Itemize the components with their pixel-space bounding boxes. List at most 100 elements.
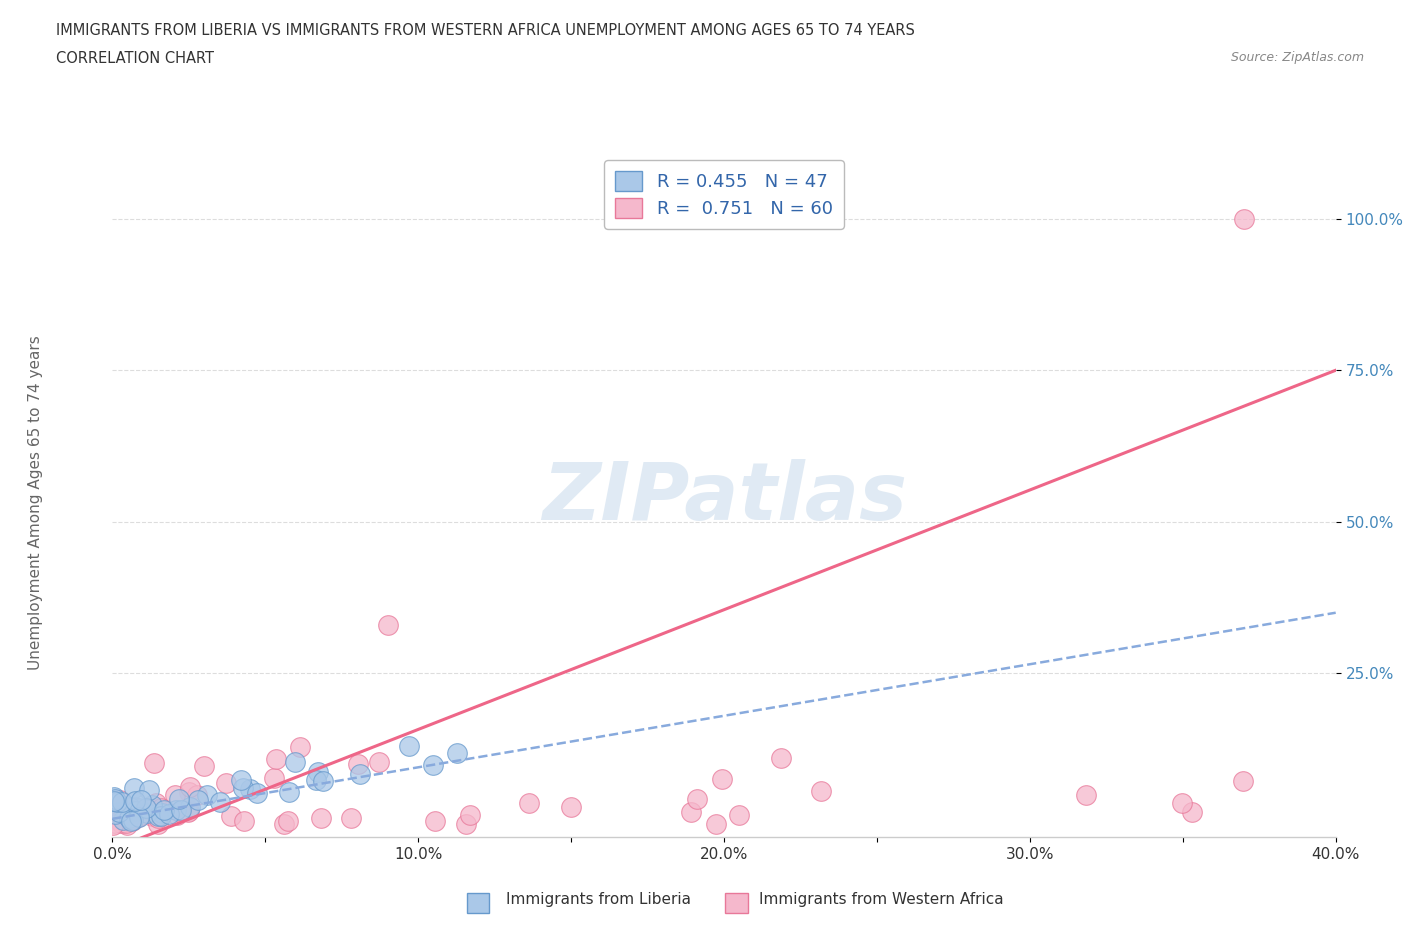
Point bbox=[163, 788, 186, 803]
Point bbox=[193, 759, 215, 774]
Point bbox=[278, 785, 301, 800]
Point bbox=[398, 738, 420, 753]
Point bbox=[152, 802, 174, 817]
Point bbox=[422, 758, 444, 773]
Point bbox=[1170, 795, 1192, 810]
Point bbox=[263, 770, 285, 785]
Point bbox=[167, 791, 190, 806]
Point bbox=[111, 794, 134, 809]
Point bbox=[186, 787, 208, 802]
Point bbox=[231, 772, 253, 787]
Point bbox=[118, 812, 141, 827]
Point bbox=[157, 807, 180, 822]
Point bbox=[101, 817, 124, 832]
Point bbox=[233, 813, 256, 828]
Point bbox=[118, 799, 141, 814]
Point bbox=[141, 808, 163, 823]
Point bbox=[149, 808, 172, 823]
Point bbox=[110, 816, 132, 830]
Point bbox=[166, 808, 188, 823]
Point bbox=[112, 812, 135, 827]
Point bbox=[347, 756, 370, 771]
Point bbox=[728, 808, 751, 823]
Point bbox=[179, 780, 201, 795]
Point bbox=[136, 801, 159, 816]
Point bbox=[377, 618, 399, 632]
Point bbox=[187, 792, 209, 807]
Point bbox=[179, 800, 201, 815]
Point bbox=[165, 803, 187, 817]
Point bbox=[679, 804, 702, 819]
Point bbox=[1233, 211, 1256, 226]
Point bbox=[1232, 774, 1254, 789]
Point bbox=[170, 803, 193, 817]
Point bbox=[122, 813, 145, 828]
Point bbox=[560, 799, 582, 814]
Point bbox=[1181, 804, 1204, 819]
Text: ZIPatlas: ZIPatlas bbox=[541, 458, 907, 537]
Point bbox=[103, 816, 125, 830]
Point bbox=[135, 801, 157, 816]
Point bbox=[215, 776, 238, 790]
Point bbox=[143, 755, 166, 770]
Text: Immigrants from Western Africa: Immigrants from Western Africa bbox=[759, 892, 1004, 907]
Point bbox=[177, 804, 200, 819]
Point bbox=[107, 804, 129, 819]
Point bbox=[124, 793, 146, 808]
Point bbox=[145, 795, 167, 810]
Point bbox=[105, 794, 128, 809]
Point bbox=[454, 817, 477, 831]
Point bbox=[305, 773, 328, 788]
Point bbox=[129, 792, 152, 807]
Legend: R = 0.455   N = 47, R =  0.751   N = 60: R = 0.455 N = 47, R = 0.751 N = 60 bbox=[605, 160, 844, 229]
Point bbox=[169, 804, 191, 819]
Point bbox=[277, 814, 299, 829]
Point bbox=[349, 766, 371, 781]
Point bbox=[146, 811, 169, 826]
Point bbox=[146, 817, 169, 831]
Point bbox=[115, 815, 138, 830]
Point bbox=[150, 805, 173, 820]
Point bbox=[368, 755, 391, 770]
Point bbox=[127, 810, 149, 825]
Point bbox=[121, 814, 143, 829]
Point bbox=[148, 808, 170, 823]
Point bbox=[423, 814, 446, 829]
Point bbox=[219, 808, 242, 823]
Point bbox=[103, 793, 125, 808]
Point bbox=[246, 786, 269, 801]
Point bbox=[307, 764, 329, 779]
Point bbox=[1074, 788, 1097, 803]
Point bbox=[110, 793, 132, 808]
Point bbox=[704, 817, 727, 831]
Point bbox=[124, 780, 146, 795]
Point bbox=[711, 771, 734, 786]
Text: Source: ZipAtlas.com: Source: ZipAtlas.com bbox=[1230, 51, 1364, 64]
Point bbox=[290, 740, 312, 755]
Point bbox=[177, 801, 200, 816]
Point bbox=[340, 810, 363, 825]
Point bbox=[103, 790, 125, 804]
Text: Unemployment Among Ages 65 to 74 years: Unemployment Among Ages 65 to 74 years bbox=[28, 335, 42, 670]
Point bbox=[446, 746, 468, 761]
Point bbox=[122, 800, 145, 815]
Point bbox=[141, 798, 163, 813]
Point bbox=[150, 800, 173, 815]
Point bbox=[309, 810, 332, 825]
Point bbox=[103, 792, 125, 807]
Point bbox=[312, 774, 335, 789]
Point bbox=[810, 783, 832, 798]
Point bbox=[111, 812, 134, 827]
Point bbox=[128, 801, 150, 816]
Text: CORRELATION CHART: CORRELATION CHART bbox=[56, 51, 214, 66]
Point bbox=[517, 795, 540, 810]
Point bbox=[120, 814, 142, 829]
Point bbox=[108, 798, 131, 813]
Point bbox=[115, 817, 138, 832]
Point bbox=[458, 807, 481, 822]
Point bbox=[177, 785, 200, 800]
Point bbox=[239, 781, 262, 796]
Point bbox=[104, 807, 127, 822]
Point bbox=[152, 803, 174, 817]
Point bbox=[769, 751, 792, 765]
